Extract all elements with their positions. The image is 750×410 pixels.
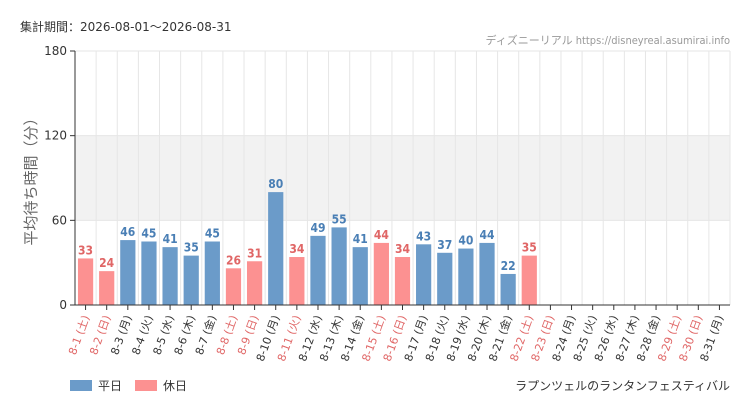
y-tick-label: 120 xyxy=(44,129,67,143)
bar[interactable] xyxy=(246,261,263,305)
bar[interactable] xyxy=(99,271,115,305)
value-label: 22 xyxy=(501,259,516,273)
value-label: 33 xyxy=(78,243,93,257)
value-labels: 33 24 46 45 41 35 45 26 31 80 34 49 55 41 44 34 43 37 40 44… xyxy=(78,177,537,273)
value-label: 40 xyxy=(458,234,473,248)
value-label: 41 xyxy=(163,232,178,246)
legend: 平日 休日 xyxy=(70,379,187,393)
y-tick-label: 60 xyxy=(52,213,67,227)
bars xyxy=(77,192,537,306)
bar[interactable] xyxy=(394,257,411,305)
value-label: 44 xyxy=(374,228,390,242)
bar[interactable] xyxy=(162,247,178,305)
plot-background xyxy=(74,50,731,306)
value-label: 37 xyxy=(437,238,452,252)
value-label: 34 xyxy=(395,242,411,256)
x-tick-labels: 8-1 (土)8-2 (日)8-3 (月)8-4 (火)8-5 (水)8-6 (… xyxy=(66,313,726,363)
vertical-gridlines xyxy=(74,51,731,305)
y-tick-label: 0 xyxy=(59,298,67,312)
bar[interactable] xyxy=(331,227,347,305)
bar[interactable] xyxy=(416,244,432,305)
bar[interactable] xyxy=(458,248,474,305)
bar[interactable] xyxy=(373,242,389,305)
value-label: 49 xyxy=(310,221,325,235)
bar[interactable] xyxy=(500,273,516,305)
axes xyxy=(70,50,730,310)
bar[interactable] xyxy=(183,255,199,305)
legend-swatch-holiday xyxy=(135,380,157,391)
y-axis-label: 平均待ち時間（分） xyxy=(22,110,40,245)
value-label: 80 xyxy=(268,177,283,191)
value-label: 45 xyxy=(205,227,220,241)
value-label: 43 xyxy=(416,229,431,243)
shaded-band xyxy=(75,135,730,221)
value-label: 46 xyxy=(120,225,135,239)
legend-label-weekday: 平日 xyxy=(98,379,122,393)
bar[interactable] xyxy=(120,240,136,305)
bar[interactable] xyxy=(289,257,305,305)
bar[interactable] xyxy=(521,255,537,305)
legend-swatch-weekday xyxy=(70,380,92,391)
bar[interactable] xyxy=(437,252,453,305)
value-label: 35 xyxy=(522,241,537,255)
value-label: 26 xyxy=(226,253,241,267)
y-tick-label: 180 xyxy=(44,44,67,58)
value-label: 41 xyxy=(353,232,368,246)
value-label: 45 xyxy=(141,227,156,241)
y-tick-labels: 0 60 120 180 xyxy=(44,44,67,312)
value-label: 24 xyxy=(99,256,115,270)
value-label: 31 xyxy=(247,246,262,260)
value-label: 35 xyxy=(184,241,199,255)
value-label: 34 xyxy=(289,242,305,256)
bar[interactable] xyxy=(310,235,326,305)
value-label: 55 xyxy=(332,212,347,226)
bar[interactable] xyxy=(352,247,368,305)
period-label: 集計期間：2026-08-01～2026-08-31 xyxy=(20,19,231,34)
bar[interactable] xyxy=(204,241,220,306)
bar[interactable] xyxy=(225,268,242,305)
bar[interactable] xyxy=(141,241,157,306)
bar[interactable] xyxy=(479,242,495,305)
attraction-name: ラプンツェルのランタンフェスティバル xyxy=(515,379,730,393)
bar[interactable] xyxy=(268,192,284,305)
legend-label-holiday: 休日 xyxy=(163,379,187,393)
value-label: 44 xyxy=(480,228,496,242)
source-label[interactable]: ディズニーリアル https://disneyreal.asumirai.inf… xyxy=(486,33,730,47)
bar[interactable] xyxy=(77,258,94,305)
